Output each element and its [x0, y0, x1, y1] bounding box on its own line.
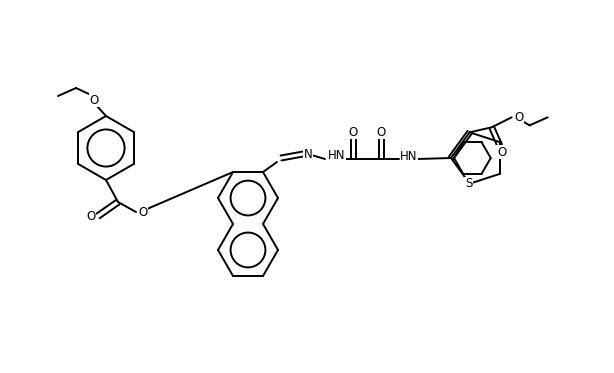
Text: HN: HN — [328, 148, 346, 162]
Text: O: O — [348, 126, 357, 138]
Text: HN: HN — [400, 150, 418, 163]
Text: O: O — [87, 210, 96, 223]
Text: O: O — [90, 94, 99, 107]
Text: O: O — [514, 111, 523, 124]
Text: S: S — [465, 177, 472, 190]
Text: N: N — [304, 147, 313, 160]
Text: O: O — [138, 206, 147, 219]
Text: O: O — [376, 126, 386, 138]
Text: O: O — [497, 146, 507, 159]
